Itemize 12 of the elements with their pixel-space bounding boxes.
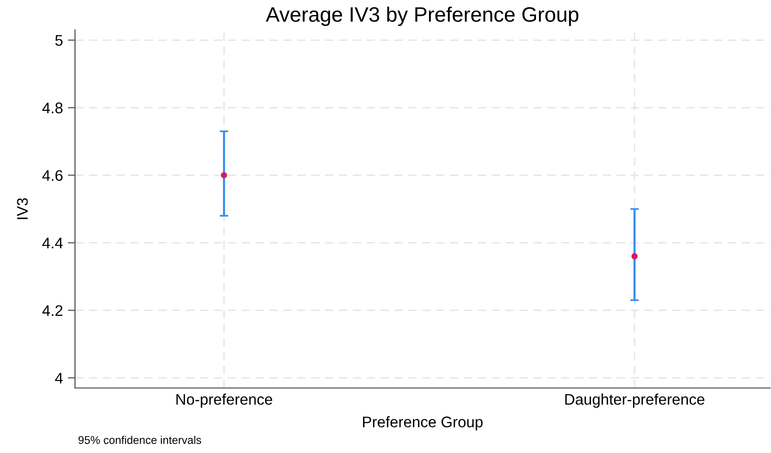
y-tick-label: 4.2 (42, 305, 62, 316)
y-tick-label: 4 (55, 372, 63, 384)
y-tick-label: 5 (55, 35, 63, 46)
chart-title: Average IV3 by Preference Group (266, 6, 578, 26)
y-tick-label: 4.4 (42, 238, 63, 248)
y-tick-label: 4.8 (42, 102, 63, 114)
y-axis-title: IV3 (17, 198, 28, 220)
x-axis-title: Preference Group (363, 416, 483, 430)
y-tick-label: 4.6 (42, 170, 63, 181)
text: 95% confidence intervals (78, 436, 202, 444)
x-tick-label: Daughter-preference (565, 394, 704, 408)
x-tick-label: No-preference (176, 394, 272, 408)
